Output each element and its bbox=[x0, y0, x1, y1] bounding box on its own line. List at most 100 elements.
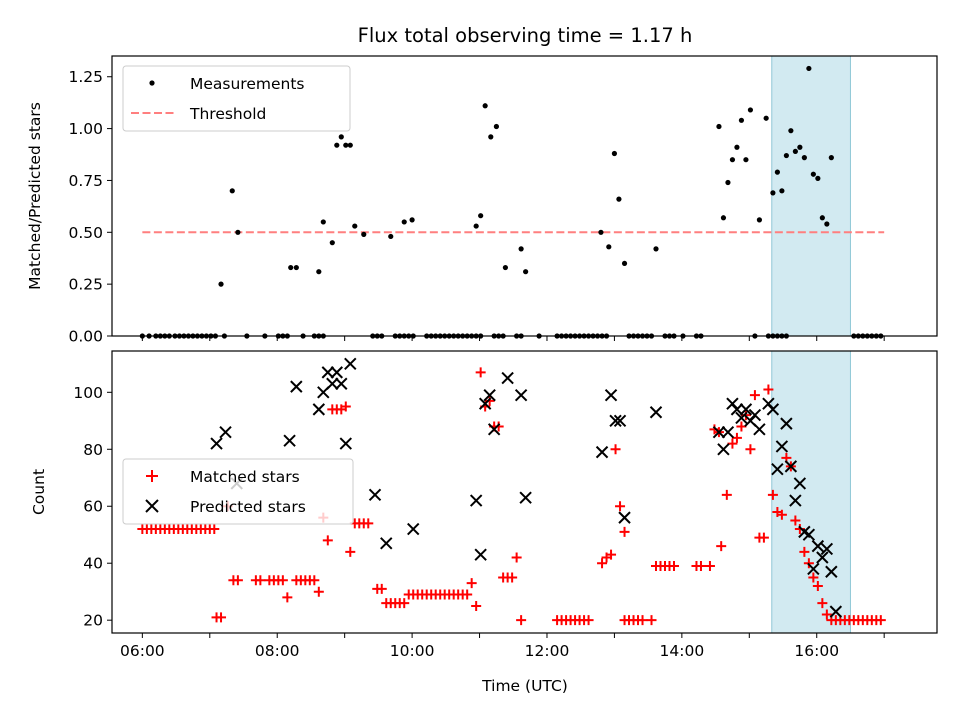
data-point bbox=[501, 371, 514, 385]
data-point bbox=[801, 155, 807, 161]
data-point bbox=[668, 561, 679, 572]
legend-matched-marker bbox=[146, 470, 158, 482]
data-point bbox=[611, 150, 618, 157]
data-point bbox=[478, 213, 484, 219]
data-point bbox=[767, 489, 778, 500]
data-point bbox=[232, 575, 243, 586]
x-tick-label: 14:00 bbox=[660, 642, 705, 660]
highlight-span bbox=[771, 350, 851, 634]
data-point bbox=[595, 445, 609, 459]
data-point bbox=[792, 148, 798, 155]
data-point bbox=[783, 152, 789, 159]
data-point bbox=[469, 494, 483, 507]
data-point bbox=[488, 134, 494, 140]
data-point bbox=[229, 188, 235, 194]
data-point bbox=[604, 388, 618, 402]
data-point bbox=[339, 437, 352, 450]
data-point bbox=[388, 233, 394, 240]
data-point bbox=[730, 403, 744, 416]
data-point bbox=[828, 155, 834, 161]
data-point bbox=[312, 403, 326, 416]
data-point bbox=[376, 583, 387, 594]
data-point bbox=[401, 219, 407, 225]
y-tick-label: 60 bbox=[83, 498, 103, 516]
x-tick-label: 12:00 bbox=[525, 642, 570, 660]
data-point bbox=[335, 377, 348, 390]
data-point bbox=[716, 541, 727, 552]
data-point bbox=[811, 539, 825, 553]
data-point bbox=[345, 546, 356, 557]
data-point bbox=[810, 171, 816, 177]
data-point bbox=[774, 169, 780, 175]
data-point bbox=[695, 561, 706, 572]
data-point bbox=[316, 269, 322, 275]
data-point bbox=[875, 615, 886, 626]
data-point bbox=[484, 395, 495, 406]
data-point bbox=[347, 142, 353, 148]
data-point bbox=[829, 605, 843, 618]
data-point bbox=[471, 600, 482, 611]
top-legend: Measurements Threshold bbox=[122, 65, 351, 132]
data-point bbox=[824, 221, 830, 227]
data-point bbox=[598, 229, 604, 235]
data-point bbox=[725, 179, 731, 186]
data-point bbox=[493, 123, 500, 130]
highlight-span bbox=[771, 55, 851, 337]
data-point bbox=[340, 401, 351, 412]
data-point bbox=[283, 434, 296, 447]
data-point bbox=[334, 142, 340, 148]
data-point bbox=[802, 528, 816, 541]
data-point bbox=[511, 552, 522, 563]
data-point bbox=[487, 423, 501, 436]
data-point bbox=[734, 144, 740, 150]
chart-title: Flux total observing time = 1.17 h bbox=[358, 24, 693, 47]
data-point bbox=[721, 489, 732, 500]
data-point bbox=[309, 575, 320, 586]
series-1 bbox=[210, 357, 843, 618]
data-point bbox=[825, 565, 838, 578]
data-point bbox=[793, 477, 807, 490]
data-point bbox=[329, 240, 335, 246]
data-point bbox=[794, 524, 805, 535]
data-point bbox=[820, 542, 834, 556]
x-tick-label: 06:00 bbox=[120, 642, 165, 660]
data-point bbox=[380, 537, 393, 550]
data-point bbox=[745, 444, 756, 455]
y-tick-label: 0.75 bbox=[68, 172, 103, 190]
legend-matched-label: Matched stars bbox=[190, 468, 300, 486]
data-point bbox=[218, 281, 224, 287]
data-point bbox=[812, 581, 823, 591]
data-point bbox=[352, 223, 358, 229]
data-point bbox=[399, 598, 410, 609]
data-point bbox=[775, 440, 789, 453]
data-point bbox=[606, 549, 617, 560]
data-point bbox=[788, 128, 794, 134]
data-point bbox=[653, 246, 659, 252]
data-point bbox=[322, 535, 333, 546]
data-point bbox=[790, 515, 801, 526]
y-tick-label: 0.00 bbox=[68, 328, 103, 346]
data-point bbox=[516, 615, 527, 626]
data-point bbox=[808, 572, 819, 583]
data-point bbox=[771, 463, 784, 476]
data-point bbox=[462, 589, 473, 600]
legend-threshold-label: Threshold bbox=[189, 105, 266, 123]
data-point bbox=[729, 157, 736, 163]
data-point bbox=[763, 384, 774, 395]
y-tick-label: 100 bbox=[73, 384, 103, 402]
data-point bbox=[763, 115, 769, 121]
data-point bbox=[615, 501, 626, 512]
data-point bbox=[219, 425, 232, 439]
data-point bbox=[330, 366, 344, 379]
data-point bbox=[610, 444, 621, 455]
data-point bbox=[277, 575, 288, 586]
data-point bbox=[613, 414, 627, 427]
data-point bbox=[235, 229, 241, 235]
data-point bbox=[475, 367, 486, 378]
data-point bbox=[749, 390, 760, 401]
data-point bbox=[407, 522, 420, 536]
data-point bbox=[720, 215, 727, 221]
data-point bbox=[519, 491, 532, 504]
data-point bbox=[478, 397, 492, 410]
bottom-legend: Matched stars Predicted stars bbox=[122, 458, 354, 525]
